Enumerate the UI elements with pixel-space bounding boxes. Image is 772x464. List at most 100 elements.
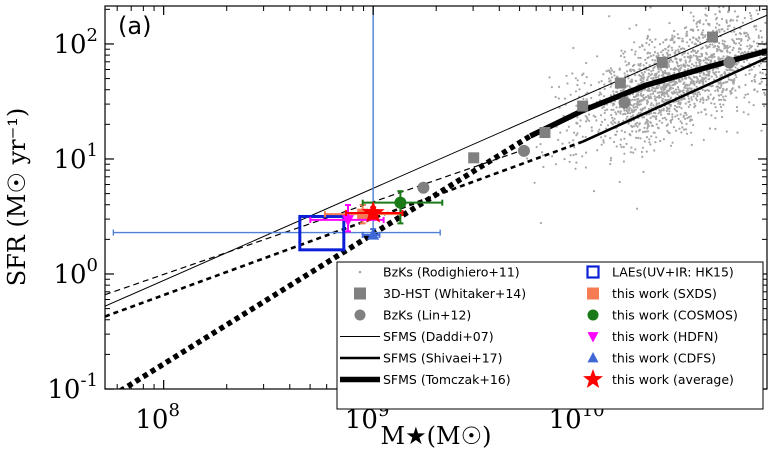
cloud-point xyxy=(656,52,659,55)
cloud-point xyxy=(733,10,737,13)
cloud-point xyxy=(688,76,691,79)
point-square xyxy=(707,31,719,43)
cloud-point xyxy=(736,67,739,70)
cloud-point xyxy=(633,103,636,106)
cloud-point xyxy=(653,131,656,134)
cloud-point xyxy=(630,48,633,52)
cloud-point xyxy=(615,106,618,109)
cloud-point xyxy=(655,102,658,105)
cloud-point xyxy=(714,106,717,109)
cloud-point xyxy=(590,96,593,100)
cloud-point xyxy=(652,69,655,72)
cloud-point xyxy=(689,80,693,83)
cloud-point xyxy=(562,114,565,117)
cloud-point xyxy=(757,36,760,39)
cloud-point xyxy=(674,49,677,52)
cloud-point xyxy=(731,87,734,90)
cloud-point xyxy=(667,95,670,98)
cloud-point xyxy=(603,83,606,86)
cloud-point xyxy=(661,53,665,57)
cloud-point xyxy=(640,75,643,78)
cloud-point xyxy=(676,106,679,109)
cloud-point xyxy=(694,51,698,55)
cloud-point xyxy=(753,25,756,28)
cloud-point xyxy=(644,58,647,62)
cloud-point xyxy=(735,76,738,79)
cloud-point xyxy=(640,150,644,154)
cloud-point xyxy=(722,88,725,91)
cloud-point xyxy=(711,29,715,32)
cloud-point xyxy=(658,91,661,94)
legend-column-right: LAEs(UV+IR: HK15) this work (SXDS) this wo… xyxy=(583,265,738,388)
cloud-point xyxy=(674,115,677,118)
cloud-point xyxy=(579,125,582,128)
cloud-point xyxy=(615,145,618,148)
cloud-point xyxy=(692,48,695,52)
legend-right-entry: this work (SXDS) xyxy=(587,286,717,301)
cloud-point xyxy=(717,46,721,49)
cloud-point xyxy=(610,69,614,72)
cloud-point xyxy=(641,155,644,158)
cloud-point xyxy=(713,72,716,75)
cloud-point xyxy=(723,40,726,43)
cloud-point xyxy=(641,116,644,119)
cloud-point xyxy=(678,127,681,130)
cloud-point xyxy=(613,117,616,120)
cloud-point xyxy=(679,80,682,83)
cloud-point xyxy=(668,44,671,47)
cloud-point xyxy=(726,28,729,31)
cloud-point xyxy=(612,104,615,107)
cloud-point xyxy=(598,128,601,131)
legend-label: BzKs (Rodighiero+11) xyxy=(383,265,520,280)
cloud-point xyxy=(603,111,606,115)
cloud-point xyxy=(699,41,702,44)
cloud-point xyxy=(640,90,643,93)
cloud-point xyxy=(691,41,694,44)
cloud-point xyxy=(721,115,724,119)
cloud-point xyxy=(681,47,684,50)
cloud-point xyxy=(705,14,709,17)
cloud-point xyxy=(739,44,742,47)
cloud-point xyxy=(701,31,704,34)
cloud-point xyxy=(640,71,643,74)
cloud-point xyxy=(680,131,683,134)
cloud-point xyxy=(654,112,657,115)
cloud-point xyxy=(725,19,728,22)
cloud-point xyxy=(698,82,701,85)
legend-label: BzKs (Lin+12) xyxy=(383,308,471,323)
cloud-point xyxy=(697,29,700,32)
cloud-point xyxy=(610,121,613,124)
legend-column-left: BzKs (Rodighiero+11) 3D-HST (Whitaker+14)… xyxy=(340,265,526,387)
cloud-point xyxy=(642,64,645,67)
cloud-point xyxy=(748,47,751,50)
cloud-point xyxy=(648,97,651,100)
y-tick-exponent: 0 xyxy=(87,255,98,276)
cloud-point xyxy=(683,81,686,84)
cloud-point xyxy=(611,102,615,105)
cloud-point xyxy=(576,83,579,87)
cloud-point xyxy=(720,17,724,21)
cloud-point xyxy=(662,41,665,44)
cloud-point xyxy=(677,91,680,94)
cloud-point xyxy=(709,55,713,59)
cloud-point xyxy=(719,103,722,106)
legend-left-entry: BzKs (Rodighiero+11) xyxy=(358,265,520,280)
cloud-point xyxy=(588,119,591,122)
cloud-point xyxy=(748,72,751,75)
cloud-point xyxy=(666,112,670,115)
cloud-point xyxy=(714,18,718,21)
cloud-point xyxy=(671,87,674,90)
cloud-point xyxy=(658,119,661,122)
cloud-point xyxy=(738,86,741,89)
cloud-point xyxy=(759,71,762,74)
cloud-point xyxy=(554,163,558,166)
cloud-point xyxy=(585,76,588,79)
cloud-point xyxy=(667,49,670,52)
cloud-point xyxy=(658,43,662,46)
cloud-point xyxy=(702,36,705,39)
cloud-point xyxy=(683,56,686,59)
cloud-point xyxy=(647,68,651,71)
cloud-point xyxy=(655,136,658,139)
cloud-point xyxy=(582,97,585,100)
cloud-point xyxy=(626,115,629,118)
